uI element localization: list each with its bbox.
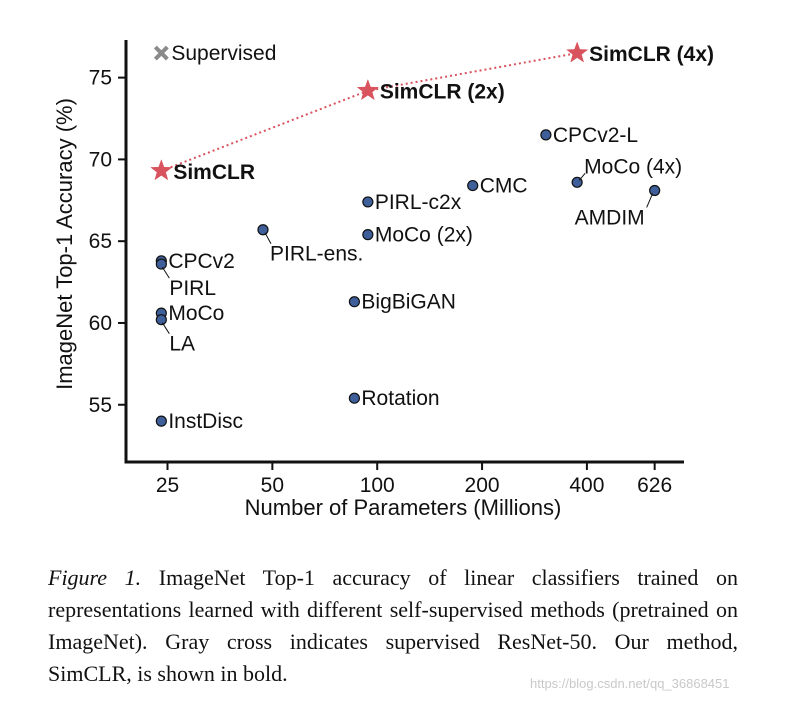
label-pirl: PIRL [169,277,216,300]
label-supervised: Supervised [171,42,276,65]
caption-text: ImageNet Top-1 accuracy of linear classi… [48,565,739,686]
trend-line-layer [160,52,578,172]
label-cmc: CMC [480,175,528,198]
point-pirl [155,258,167,270]
star-simclr [150,159,173,181]
y-tick-label: 65 [89,230,112,253]
x-axis-label: Number of Parameters (Millions) [245,495,562,520]
leader-moco-4x [578,172,586,181]
point-moco-2x [362,229,374,241]
label-simclr-4x: SimCLR (4x) [589,43,714,66]
point-bigbigan [348,296,360,308]
label-rotation: Rotation [361,387,439,410]
point-pirl-ens [257,224,269,236]
point-amdim [649,184,661,197]
label-la: LA [169,333,195,356]
x-tick-label: 100 [360,474,395,497]
star-simclr-4x [565,41,589,63]
cross-supervised [153,45,169,61]
x-tick-label: 200 [465,474,500,497]
point-pirl-c2x [362,196,374,208]
label-moco-2x: MoCo (2x) [375,224,473,247]
figure-label: Figure 1. [48,565,142,590]
star-simclr-2x [356,78,380,101]
point-cmc [467,179,479,192]
label-moco-4x: MoCo (4x) [584,155,682,178]
leader-amdim [646,193,654,208]
point-instdisc [155,415,167,427]
watermark: https://blog.csdn.net/qq_36868451 [530,676,730,691]
y-tick-label: 70 [89,148,112,171]
label-pirl-c2x: PIRL-c2x [375,191,462,214]
x-tick-label: 25 [156,474,179,497]
label-pirl-ens: PIRL-ens. [270,243,363,266]
point-cpcv2-l [540,129,552,141]
cross-stroke [153,45,169,61]
label-amdim: AMDIM [575,206,645,229]
point-rotation [348,392,360,404]
leader-la [161,322,170,334]
leader-pirl [161,266,170,279]
x-tick-label: 400 [569,474,604,497]
x-tick-label: 626 [637,474,672,497]
label-instdisc: InstDisc [168,410,243,433]
figure-caption: Figure 1. ImageNet Top-1 accuracy of lin… [48,562,738,690]
label-simclr-2x: SimCLR (2x) [380,81,505,104]
label-bigbigan: BigBiGAN [361,291,456,314]
leader-pirl-ens [264,232,272,244]
x-tick-label: 50 [261,474,284,497]
y-tick-label: 60 [89,312,112,335]
y-axis-label: ImageNet Top-1 Accuracy (%) [52,98,77,390]
simclr-trend-line [160,52,578,172]
chart-axes-layer: 55 60 65 70 75 25 50 100 200 400 626 [89,40,684,497]
label-cpcv2-l: CPCv2-L [553,124,638,147]
y-tick-label: 55 [89,394,112,417]
point-la [155,314,167,326]
label-moco: MoCo [168,302,224,325]
label-simclr: SimCLR [173,161,255,184]
label-cpcv2: CPCv2 [168,250,235,273]
y-tick-label: 75 [89,67,112,90]
